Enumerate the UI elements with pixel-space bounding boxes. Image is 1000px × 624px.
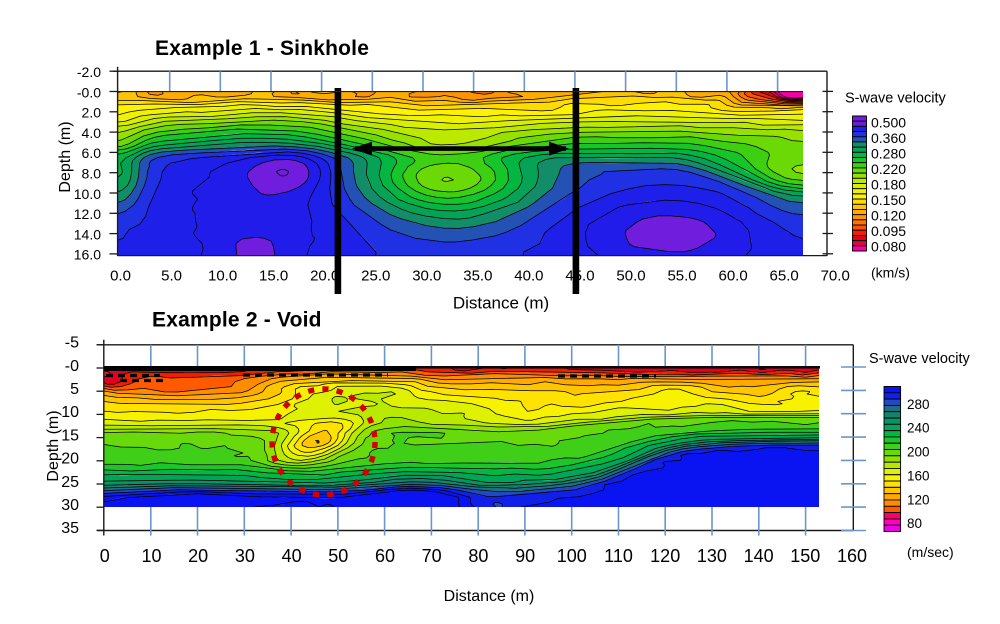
svg-text:120: 120: [907, 492, 930, 507]
svg-text:Depth (m): Depth (m): [57, 121, 74, 192]
svg-text:-2.0: -2.0: [77, 64, 101, 80]
svg-text:40.0: 40.0: [514, 268, 543, 285]
svg-text:0.220: 0.220: [871, 161, 906, 177]
svg-text:Distance (m): Distance (m): [444, 588, 535, 605]
svg-text:35.0: 35.0: [463, 268, 492, 285]
svg-text:12.0: 12.0: [74, 206, 101, 222]
svg-text:60.0: 60.0: [718, 268, 747, 285]
svg-text:50: 50: [328, 546, 348, 566]
svg-text:S-wave velocity: S-wave velocity: [845, 91, 946, 107]
svg-text:60: 60: [375, 546, 395, 566]
svg-text:45.0: 45.0: [565, 268, 594, 285]
svg-text:20.0: 20.0: [310, 268, 339, 285]
svg-text:25: 25: [61, 474, 79, 491]
svg-text:280: 280: [907, 397, 930, 412]
svg-text:Distance (m): Distance (m): [453, 294, 549, 313]
svg-text:80: 80: [907, 516, 922, 531]
svg-text:0: 0: [100, 546, 110, 566]
svg-text:10: 10: [141, 546, 161, 566]
svg-text:5: 5: [70, 381, 79, 398]
svg-text:110: 110: [604, 546, 633, 566]
svg-text:130: 130: [697, 546, 727, 566]
svg-text:0.0: 0.0: [110, 268, 131, 285]
svg-text:30.0: 30.0: [412, 268, 441, 285]
svg-text:0.180: 0.180: [871, 177, 906, 193]
svg-text:30: 30: [235, 546, 255, 566]
svg-text:65.0: 65.0: [770, 268, 799, 285]
svg-text:-5: -5: [65, 335, 79, 352]
svg-text:-0: -0: [65, 358, 79, 375]
svg-text:15: 15: [61, 427, 79, 444]
svg-text:100: 100: [557, 546, 587, 566]
svg-text:0.095: 0.095: [871, 223, 906, 239]
svg-text:80: 80: [468, 546, 488, 566]
svg-text:(m/sec): (m/sec): [907, 544, 954, 560]
svg-text:30: 30: [61, 497, 79, 514]
svg-text:0.360: 0.360: [871, 130, 906, 146]
svg-text:2.0: 2.0: [82, 105, 102, 121]
svg-text:-0.0: -0.0: [77, 84, 101, 100]
svg-text:0.500: 0.500: [871, 115, 906, 131]
svg-text:14.0: 14.0: [74, 226, 101, 242]
svg-text:50.0: 50.0: [616, 268, 645, 285]
svg-text:70.0: 70.0: [821, 268, 850, 285]
svg-text:70: 70: [422, 546, 442, 566]
svg-text:25.0: 25.0: [361, 268, 390, 285]
svg-text:16.0: 16.0: [74, 247, 101, 263]
svg-text:20: 20: [61, 451, 79, 468]
svg-text:5.0: 5.0: [161, 268, 182, 285]
svg-text:Example 2 - Void: Example 2 - Void: [152, 309, 322, 332]
svg-text:140: 140: [744, 546, 774, 566]
svg-text:0.150: 0.150: [871, 192, 906, 208]
svg-text:160: 160: [907, 468, 930, 483]
svg-text:240: 240: [907, 421, 930, 436]
svg-text:200: 200: [907, 445, 930, 460]
svg-text:Depth (m): Depth (m): [45, 410, 62, 481]
svg-text:10.0: 10.0: [208, 268, 237, 285]
svg-text:0.120: 0.120: [871, 208, 906, 224]
svg-text:4.0: 4.0: [82, 125, 102, 141]
svg-text:20: 20: [188, 546, 208, 566]
svg-text:15.0: 15.0: [259, 268, 288, 285]
svg-text:6.0: 6.0: [82, 145, 102, 161]
svg-text:40: 40: [282, 546, 302, 566]
svg-text:150: 150: [790, 546, 820, 566]
svg-text:S-wave velocity: S-wave velocity: [869, 351, 970, 367]
svg-text:0.280: 0.280: [871, 146, 906, 162]
svg-text:160: 160: [837, 546, 867, 566]
svg-text:120: 120: [650, 546, 680, 566]
svg-text:8.0: 8.0: [82, 166, 102, 182]
svg-text:10: 10: [61, 404, 79, 421]
svg-text:55.0: 55.0: [667, 268, 696, 285]
svg-text:10.0: 10.0: [74, 186, 101, 202]
svg-text:0.080: 0.080: [871, 239, 906, 255]
svg-text:90: 90: [515, 546, 535, 566]
svg-text:Example 1 - Sinkhole: Example 1 - Sinkhole: [155, 37, 369, 60]
svg-text:35: 35: [61, 520, 79, 537]
svg-text:(km/s): (km/s): [871, 265, 910, 281]
